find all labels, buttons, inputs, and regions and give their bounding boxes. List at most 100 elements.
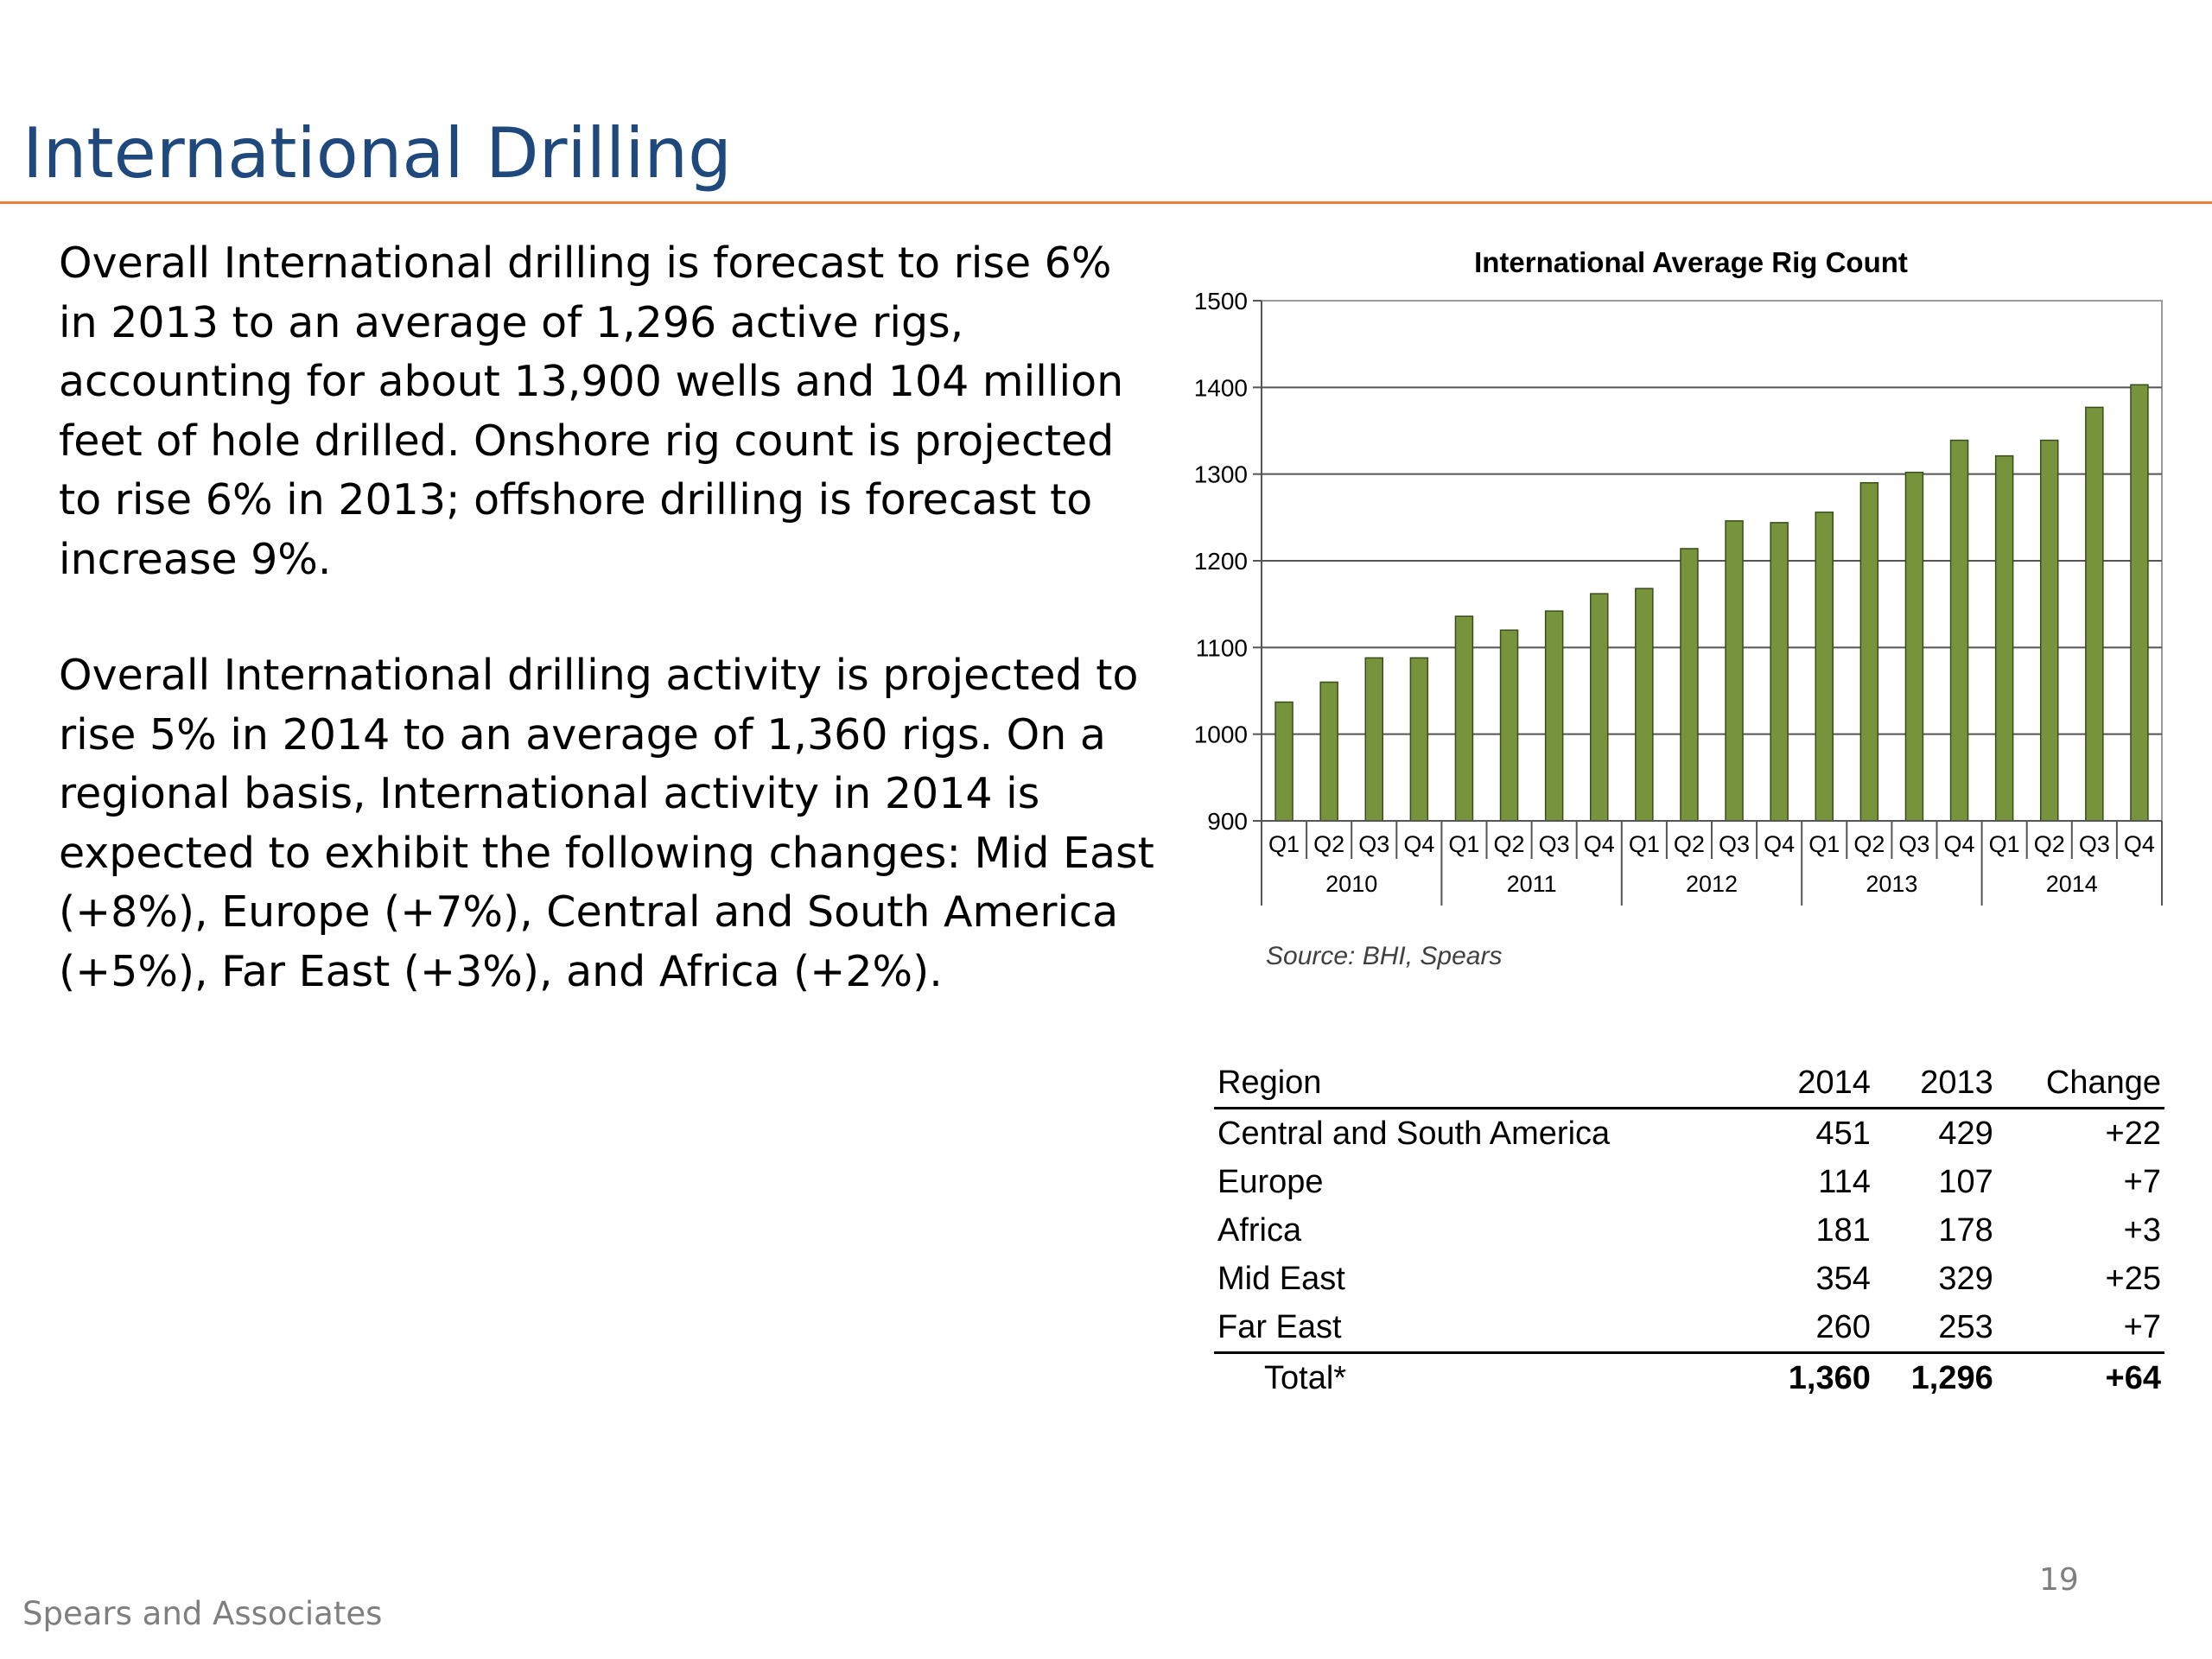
bar <box>1499 629 1519 822</box>
bar <box>1904 471 1924 822</box>
value-2014: 181 <box>1815 1212 1871 1249</box>
paragraph-line: increase 9%. <box>59 534 332 584</box>
paragraph-line: to rise 6% in 2013; offshore drilling is… <box>59 475 1093 524</box>
rig-count-chart: International Average Rig Count 900 1000 1… <box>1194 246 2163 970</box>
paragraph-line: in 2013 to an average of 1,296 active ri… <box>59 297 964 347</box>
x-tick-label: Q3 <box>1539 831 1570 857</box>
chart-source: Source: BHI, Spears <box>1266 942 1502 970</box>
bar <box>2130 384 2149 822</box>
total-change: +64 <box>2105 1360 2161 1396</box>
chart-title: International Average Rig Count <box>1474 246 1908 278</box>
x-tick-label: Q1 <box>1989 831 2020 857</box>
region-name: Mid East <box>1217 1261 1345 1297</box>
paragraph-line: (+5%), Far East (+3%), and Africa (+2%). <box>59 946 943 996</box>
value-change: +7 <box>2123 1309 2161 1345</box>
paragraph-line: feet of hole drilled. Onshore rig count … <box>59 416 1115 466</box>
x-tick-label: Q2 <box>1494 831 1525 857</box>
y-tick-label: 1000 <box>1194 721 1248 748</box>
bar <box>1815 512 1834 822</box>
x-group-label: 2014 <box>2046 871 2098 897</box>
value-2014: 354 <box>1815 1261 1871 1297</box>
bar <box>1635 588 1654 822</box>
bar <box>1544 610 1564 822</box>
x-tick-label: Q4 <box>1403 831 1434 857</box>
x-tick-label: Q4 <box>1584 831 1615 857</box>
slide-title: International Drilling <box>22 113 732 194</box>
paragraph-line: rise 5% in 2014 to an average of 1,360 r… <box>59 709 1106 760</box>
paragraph-line: Overall International drilling is foreca… <box>59 238 1112 288</box>
x-group-label: 2013 <box>1866 871 1917 897</box>
header-2013: 2013 <box>1920 1065 1993 1101</box>
bar <box>1680 548 1699 822</box>
value-2013: 178 <box>1938 1212 1993 1249</box>
bar <box>2085 406 2104 822</box>
x-tick-label: Q4 <box>1764 831 1795 857</box>
header-2014: 2014 <box>1797 1065 1871 1101</box>
bar <box>1319 681 1338 822</box>
y-tick-label: 1100 <box>1196 634 1248 661</box>
paragraph-2013-forecast: Overall International drilling is foreca… <box>59 234 1123 589</box>
chart-gridlines <box>1261 300 2163 822</box>
bar <box>1949 439 1969 822</box>
table-total-row: Total* 1,360 1,296 +64 <box>1214 1352 2164 1403</box>
x-tick-label: Q2 <box>1853 831 1885 857</box>
value-2013: 107 <box>1938 1164 1993 1200</box>
x-tick-label: Q3 <box>1898 831 1929 857</box>
region-name: Europe <box>1217 1164 1324 1200</box>
x-tick-label: Q1 <box>1629 831 1660 857</box>
region-name: Central and South America <box>1217 1116 1611 1152</box>
x-tick-label: Q3 <box>2079 831 2110 857</box>
total-2014: 1,360 <box>1788 1360 1871 1396</box>
title-divider <box>0 201 2212 204</box>
bar <box>1859 481 1879 822</box>
value-change: +7 <box>2123 1164 2161 1200</box>
value-2014: 260 <box>1815 1309 1871 1345</box>
value-change: +3 <box>2123 1212 2161 1249</box>
table-row: Africa 181 178 +3 <box>1214 1206 2164 1255</box>
x-group-label: 2012 <box>1686 871 1738 897</box>
total-2013: 1,296 <box>1910 1360 1993 1396</box>
paragraph-line: (+8%), Europe (+7%), Central and South A… <box>59 887 1119 937</box>
header-change: Change <box>2045 1065 2161 1101</box>
region-name: Far East <box>1217 1309 1342 1345</box>
y-axis-ticks: 900 1000 1100 1200 1300 1400 1500 <box>1194 288 1262 835</box>
footer-company: Spears and Associates <box>22 1595 383 1632</box>
x-tick-label: Q3 <box>1719 831 1750 857</box>
table-header-row: Region 2014 2013 Change <box>1214 1058 2164 1109</box>
bar <box>1364 657 1383 822</box>
bar <box>1770 522 1789 822</box>
x-axis: Q1 Q2 Q3 Q4 Q1 Q2 Q3 Q4 Q1 Q2 Q3 Q4 Q1 Q2 Q3 Q4 Q1 Q2 Q3 Q4… <box>1261 820 2163 906</box>
y-tick-label: 1400 <box>1194 374 1248 401</box>
x-tick-label: Q1 <box>1448 831 1479 857</box>
x-tick-label: Q2 <box>2034 831 2065 857</box>
x-tick-label: Q3 <box>1358 831 1389 857</box>
x-tick-label: Q1 <box>1808 831 1840 857</box>
regional-rig-table: Region 2014 2013 Change Central and Sout… <box>1214 1058 2164 1402</box>
table-row: Mid East 354 329 +25 <box>1214 1255 2164 1303</box>
value-2013: 329 <box>1938 1261 1993 1297</box>
value-2013: 429 <box>1938 1116 1993 1152</box>
value-2013: 253 <box>1938 1309 1993 1345</box>
bar <box>1454 615 1474 822</box>
y-tick-label: 1200 <box>1194 548 1248 575</box>
paragraph-2014-forecast: Overall International drilling activity … <box>59 646 1154 1001</box>
y-tick-label: 1500 <box>1194 288 1248 315</box>
paragraph-line: regional basis, International activity i… <box>59 769 1040 818</box>
header-region: Region <box>1217 1065 1322 1101</box>
bar <box>1409 657 1429 822</box>
table-row: Central and South America 451 429 +22 <box>1214 1109 2164 1159</box>
table-row: Europe 114 107 +7 <box>1214 1158 2164 1206</box>
bar <box>1590 593 1609 822</box>
table-row: Far East 260 253 +7 <box>1214 1303 2164 1353</box>
paragraph-line: Overall International drilling activity … <box>59 651 1139 700</box>
region-name: Africa <box>1217 1212 1302 1249</box>
bar <box>1274 701 1294 822</box>
value-change: +25 <box>2105 1261 2161 1297</box>
x-tick-label: Q2 <box>1674 831 1705 857</box>
x-tick-label: Q1 <box>1268 831 1300 857</box>
x-group-label: 2010 <box>1325 871 1377 897</box>
bar <box>1994 454 2014 822</box>
x-tick-label: Q2 <box>1313 831 1344 857</box>
x-tick-label: Q4 <box>2124 831 2155 857</box>
bar <box>2040 439 2059 822</box>
